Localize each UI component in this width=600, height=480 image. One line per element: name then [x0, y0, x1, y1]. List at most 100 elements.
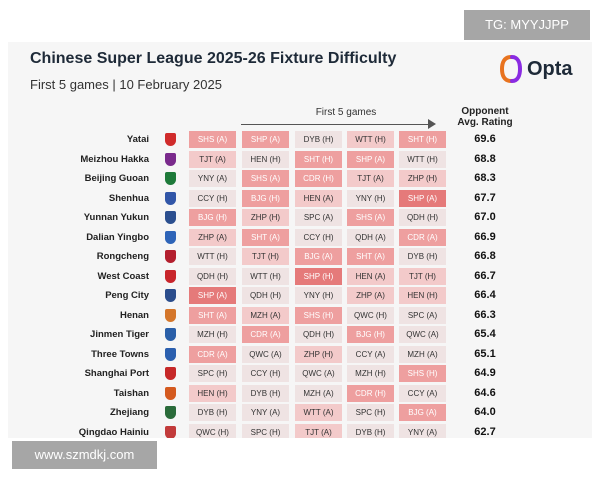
- fixture-cell: SHP (H): [295, 267, 342, 285]
- fixture-cell: CCY (H): [242, 365, 289, 382]
- arrow-head-icon: [428, 119, 436, 129]
- fixture-cell: QWC (A): [399, 326, 446, 343]
- fixture-cell: MZH (A): [242, 306, 289, 324]
- team-name: Shanghai Port: [84, 368, 149, 379]
- team-crest-icon: [165, 328, 176, 341]
- opponent-rating: 69.6: [474, 133, 496, 145]
- table-row: Dalian Yingbo ZHP (A) SHT (A) CCY (H) QDH (A…: [8, 228, 592, 247]
- fixture-cell: QWC (A): [295, 365, 342, 382]
- fixture-cell: WTT (H): [189, 248, 236, 265]
- fixture-difficulty-card: Chinese Super League 2025-26 Fixture Dif…: [8, 42, 592, 438]
- fixture-cell: SPC (H): [189, 365, 236, 382]
- team-crest-icon: [165, 230, 176, 244]
- fixture-cell: CDR (H): [347, 384, 394, 402]
- team-crest-icon: [165, 386, 176, 400]
- opponent-rating: 67.0: [474, 211, 496, 223]
- fixture-cell: DYB (H): [242, 384, 289, 402]
- fixture-cell: SHP (A): [347, 150, 394, 168]
- fixture-cell: SHS (H): [295, 306, 342, 324]
- fixture-cell: ZHP (A): [347, 287, 394, 304]
- table-row: Henan SHT (A) MZH (A) SHS (H) QWC (H) SPC (A)…: [8, 306, 592, 325]
- table-row: Peng City SHP (A) QDH (H) YNY (H) ZHP (A) HEN…: [8, 286, 592, 305]
- fixture-cell: ZHP (H): [242, 209, 289, 226]
- fixture-cell: CCY (H): [189, 189, 236, 207]
- fixture-cell: SHS (H): [399, 365, 446, 382]
- fixture-cell: YNY (A): [399, 423, 446, 438]
- fixture-cell: WTT (H): [242, 267, 289, 285]
- fixture-cell: SHS (A): [242, 170, 289, 187]
- columns-label: First 5 games: [315, 107, 377, 118]
- fixture-cell: YNY (H): [347, 189, 394, 207]
- table-row: Yunnan Yukun BJG (H) ZHP (H) SPC (A) SHS (A)…: [8, 208, 592, 227]
- fixture-cell: CCY (A): [399, 384, 446, 402]
- fixture-cell: CCY (A): [347, 345, 394, 363]
- fixture-cell: SPC (A): [399, 306, 446, 324]
- team-crest-icon: [165, 289, 176, 302]
- table-row: Shenhua CCY (H) BJG (H) HEN (A) YNY (H) SHP (…: [8, 189, 592, 208]
- team-crest-icon: [165, 406, 176, 419]
- fixture-cell: BJG (H): [242, 189, 289, 207]
- fixture-cell: HEN (H): [399, 287, 446, 304]
- opponent-rating: 66.3: [474, 308, 496, 321]
- fixture-cell: YNY (A): [189, 170, 236, 187]
- team-crest-icon: [165, 250, 176, 263]
- opponent-rating: 66.7: [474, 269, 496, 282]
- fixture-cell: QWC (H): [189, 423, 236, 438]
- fixture-cell: HEN (H): [242, 150, 289, 168]
- fixture-cell: ZHP (A): [189, 228, 236, 246]
- team-crest-icon: [165, 347, 176, 361]
- team-name: Three Towns: [91, 348, 149, 360]
- fixture-cell: CDR (A): [399, 228, 446, 246]
- table-row: Three Towns CDR (A) QWC (A) ZHP (H) CCY (A) M…: [8, 345, 592, 364]
- fixture-cell: MZH (A): [399, 345, 446, 363]
- fixture-cell: BJG (A): [295, 248, 342, 265]
- fixture-cell: SHT (A): [242, 228, 289, 246]
- fixture-cell: TJT (H): [399, 267, 446, 285]
- team-crest-icon: [165, 191, 176, 205]
- opponent-rating: 65.1: [474, 347, 496, 360]
- fixture-cell: SHT (H): [295, 150, 342, 168]
- team-crest-icon: [165, 211, 176, 224]
- team-name: Rongcheng: [96, 251, 149, 262]
- fixture-cell: CCY (H): [295, 228, 342, 246]
- rating-header-line-1: Opponent: [461, 106, 509, 117]
- team-crest-icon: [165, 172, 176, 185]
- fixture-cell: QWC (H): [347, 306, 394, 324]
- team-name: Beijing Guoan: [84, 173, 149, 184]
- fixture-cell: SHS (A): [347, 209, 394, 226]
- fixture-cell: MZH (H): [189, 326, 236, 343]
- fixture-cell: SHT (A): [347, 248, 394, 265]
- team-crest-icon: [165, 152, 176, 166]
- opponent-rating: 66.9: [474, 230, 496, 243]
- team-crest-icon: [165, 308, 176, 322]
- opta-wordmark: Opta: [527, 57, 573, 80]
- team-name: Yatai: [126, 134, 149, 145]
- fixture-cell: CDR (H): [295, 170, 342, 187]
- fixture-cell: BJG (H): [189, 209, 236, 226]
- table-row: Yatai SHS (A) SHP (A) DYB (H) WTT (H) SHT (H)…: [8, 130, 592, 149]
- opta-logo-icon: [500, 55, 522, 83]
- table-row: Zhejiang DYB (H) YNY (A) WTT (A) SPC (H) BJG …: [8, 403, 592, 422]
- fixture-cell: QDH (H): [399, 209, 446, 226]
- table-row: Shanghai Port SPC (H) CCY (H) QWC (A) MZH (H…: [8, 364, 592, 383]
- opta-logo: Opta: [500, 55, 573, 83]
- table-row: Taishan HEN (H) DYB (H) MZH (A) CDR (H) CCY (…: [8, 384, 592, 403]
- fixture-cell: SHP (A): [189, 287, 236, 304]
- opponent-rating: 64.6: [474, 386, 496, 399]
- fixture-cell: SPC (A): [295, 209, 342, 226]
- fixture-cell: YNY (H): [295, 287, 342, 304]
- team-name: Zhejiang: [109, 407, 149, 418]
- fixture-cell: SPC (H): [242, 423, 289, 438]
- fixture-cell: TJT (A): [347, 170, 394, 187]
- telegram-watermark: TG: MYYJJPP: [464, 10, 590, 40]
- fixture-cell: TJT (H): [242, 248, 289, 265]
- rating-header: Opponent Avg. Rating: [454, 106, 516, 128]
- fixture-cell: HEN (A): [347, 267, 394, 285]
- fixture-cell: YNY (A): [242, 404, 289, 421]
- fixture-cell: MZH (H): [347, 365, 394, 382]
- fixture-cell: HEN (H): [189, 384, 236, 402]
- team-name: Peng City: [105, 290, 149, 301]
- chart-title: Chinese Super League 2025-26 Fixture Dif…: [30, 50, 397, 67]
- team-name: Taishan: [113, 387, 149, 399]
- fixture-cell: BJG (A): [399, 404, 446, 421]
